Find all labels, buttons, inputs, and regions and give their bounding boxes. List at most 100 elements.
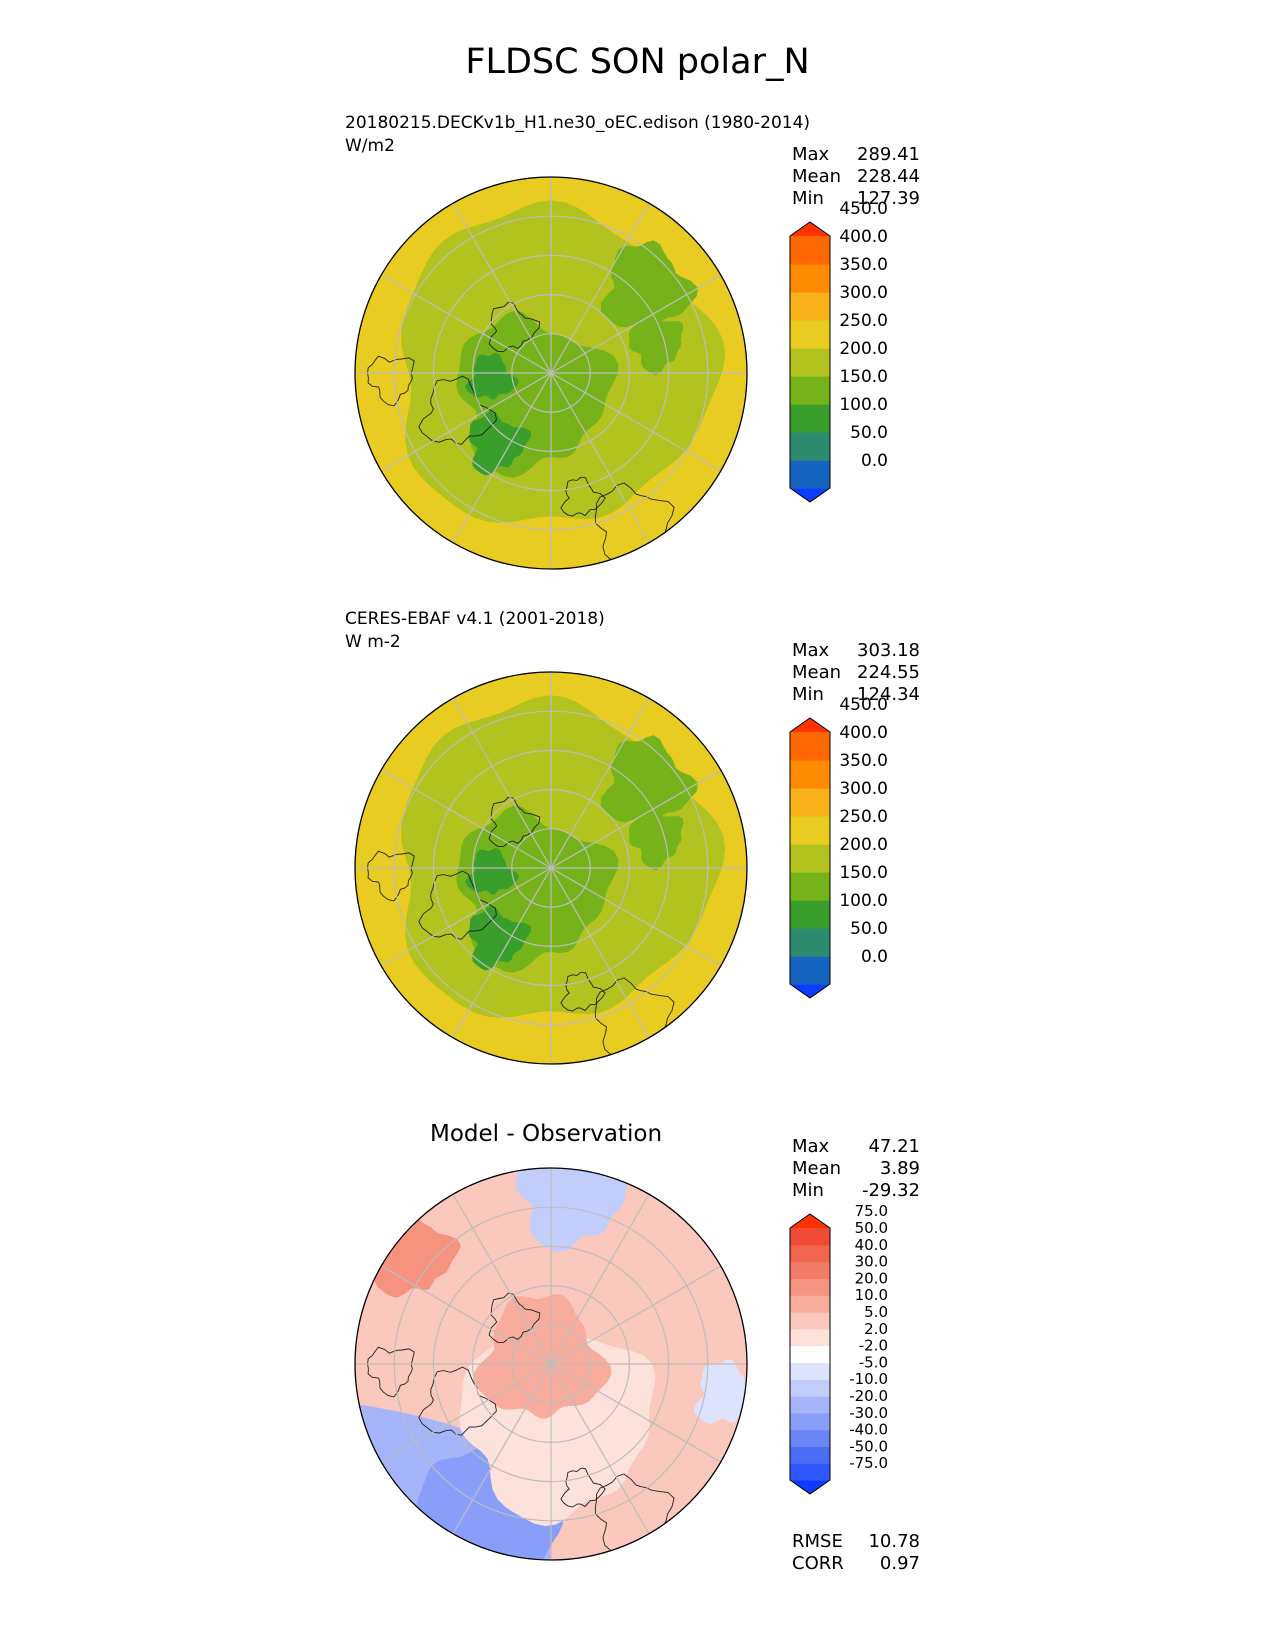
coastline: [367, 1346, 415, 1398]
mean-value: 224.55: [857, 662, 920, 683]
colorbar-outline: [789, 1213, 831, 1495]
colorbar-tick-label: -30.0: [849, 1404, 888, 1422]
model-stats: Max 289.41 Mean 228.44 Min 127.39: [792, 144, 920, 210]
meridian-line: [452, 1363, 552, 1535]
colorbar-extend-max: [790, 222, 830, 236]
colorbar-segment: [790, 760, 830, 789]
map-boundary: [354, 671, 748, 1065]
mean-value: 228.44: [857, 166, 920, 187]
coastline: [488, 301, 541, 353]
colorbar-tick-label: -50.0: [849, 1437, 888, 1455]
max-value: 289.41: [857, 144, 920, 165]
mean-label: Mean: [792, 1158, 842, 1179]
min-label: Min: [792, 1180, 824, 1201]
colorbar-tick-label: 75.0: [855, 1202, 888, 1220]
meridian-line: [550, 697, 650, 869]
coastline: [418, 1366, 497, 1436]
diff-error-stats: RMSE 10.78 CORR 0.97: [792, 1531, 920, 1575]
map-field: [355, 672, 747, 1064]
colorbar-tick-label: 300.0: [839, 779, 888, 799]
meridian-line: [380, 274, 552, 374]
colorbar-tick-label: 250.0: [839, 311, 888, 331]
colorbar-segment: [790, 1312, 830, 1330]
colorbar-segment: [790, 900, 830, 929]
diff-colorbar: -75.0-50.0-40.0-30.0-20.0-10.0-5.0-2.02.…: [789, 1202, 888, 1495]
meridian-line: [550, 1363, 650, 1535]
colorbar-tick-label: 400.0: [839, 723, 888, 743]
min-label: Min: [792, 684, 824, 705]
colorbar-tick-label: 150.0: [839, 367, 888, 387]
field-band: [628, 316, 684, 376]
colorbar-segment: [790, 956, 830, 985]
rmse-label: RMSE: [792, 1531, 843, 1552]
meridian-line: [550, 1193, 650, 1365]
colorbar-segment: [790, 292, 830, 321]
field-band: [693, 1359, 747, 1424]
colorbar-extend-min: [790, 984, 830, 998]
colorbar-segment: [790, 236, 830, 265]
colorbar-segment: [790, 1345, 830, 1363]
corr-value: 0.97: [879, 1553, 920, 1574]
colorbar-tick-label: 50.0: [855, 1219, 888, 1237]
obs-colorbar: 0.0 50.0 100.0 150.0 200.0 250.0 300.0 350.0 400…: [789, 695, 888, 999]
colorbar-segment: [790, 460, 830, 489]
field-band: [473, 1294, 612, 1419]
colorbar-tick-label: 10.0: [855, 1286, 888, 1304]
min-value: -29.32: [861, 1180, 920, 1201]
colorbar-segment: [790, 732, 830, 761]
coastline: [488, 1292, 541, 1344]
colorbar-segment: [790, 1379, 830, 1397]
meridian-line: [380, 372, 552, 472]
colorbar-segment: [790, 928, 830, 957]
colorbar-segment: [790, 1228, 830, 1246]
field-band: [465, 848, 519, 895]
min-value: 124.34: [857, 684, 920, 705]
colorbar-segment: [790, 432, 830, 461]
meridian-line: [550, 867, 650, 1039]
colorbar-segment: [790, 1396, 830, 1414]
colorbar-segment: [790, 1295, 830, 1313]
meridian-line: [452, 697, 552, 869]
colorbar-tick-label: 40.0: [855, 1236, 888, 1254]
colorbar-segment: [790, 1412, 830, 1431]
colorbar-tick-label: 300.0: [839, 283, 888, 303]
graticule: [355, 177, 747, 569]
colorbar-tick-label: 200.0: [839, 835, 888, 855]
colorbar-tick-label: -5.0: [859, 1353, 888, 1371]
meridian-line: [550, 274, 722, 374]
meridian-line: [380, 1363, 552, 1463]
obs-panel-title: CERES-EBAF v4.1 (2001-2018): [345, 609, 605, 629]
max-label: Max: [792, 1136, 830, 1157]
min-value: 127.39: [857, 188, 920, 209]
meridian-line: [550, 202, 650, 374]
colorbar-tick-label: -40.0: [849, 1421, 888, 1439]
field-band: [515, 1168, 634, 1253]
field-band: [628, 811, 684, 871]
mean-value: 3.89: [879, 1158, 920, 1179]
colorbar-segment: [790, 1261, 830, 1279]
colorbar-segment: [790, 1278, 830, 1296]
model-panel-units: W/m2: [345, 136, 395, 156]
colorbar-segment: [790, 404, 830, 433]
meridian-line: [452, 202, 552, 374]
figure-title: FLDSC SON polar_N: [465, 42, 810, 82]
colorbar-segment: [790, 1328, 830, 1347]
obs-polar-map: [354, 671, 748, 1065]
corr-label: CORR: [792, 1553, 844, 1574]
max-label: Max: [792, 144, 830, 165]
colorbar-tick-label: 100.0: [839, 891, 888, 911]
field-band: [468, 905, 532, 971]
field-band: [468, 410, 532, 476]
colorbar-segment: [790, 1244, 830, 1263]
field-band: [465, 353, 519, 400]
model-colorbar: 0.0 50.0 100.0 150.0 200.0 250.0 300.0 350.0 400…: [789, 199, 888, 503]
min-label: Min: [792, 188, 824, 209]
colorbar-segment: [790, 816, 830, 845]
meridian-line: [452, 372, 552, 544]
field-band: [600, 240, 699, 330]
obs-stats: Max 303.18 Mean 224.55 Min 124.34: [792, 640, 920, 706]
colorbar-tick-label: 0.0: [861, 947, 888, 967]
colorbar-tick-label: -2.0: [859, 1337, 888, 1355]
colorbar-extend-max: [790, 718, 830, 732]
max-label: Max: [792, 640, 830, 661]
